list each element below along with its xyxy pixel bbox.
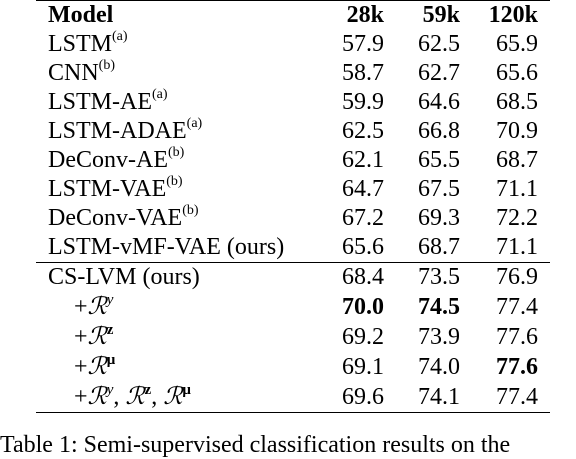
- value-28k: 70.0: [342, 293, 384, 320]
- value-59k: 68.7: [384, 233, 460, 263]
- value-120k: 70.9: [496, 118, 538, 144]
- header-28k: 28k: [302, 0, 384, 30]
- value-120k: 77.6: [496, 353, 538, 380]
- value-120k: 65.6: [496, 60, 538, 86]
- value-120k: 65.9: [496, 31, 538, 57]
- value-120k: 72.2: [496, 205, 538, 231]
- value-28k: 67.2: [342, 205, 384, 231]
- value-59k: 74.5: [418, 293, 460, 320]
- table-row: LSTM-VAE(b) 64.7 67.5 71.1: [36, 175, 550, 204]
- value-59k: 66.8: [418, 118, 460, 144]
- value-120k: 71.1: [460, 233, 550, 263]
- model-name: LSTM-ADAE(a): [48, 116, 203, 145]
- table-row: CNN(b) 58.7 62.7 65.6: [36, 59, 550, 88]
- model-name: +ℛy, ℛz, ℛμ: [36, 382, 302, 413]
- value-28k: 64.7: [342, 176, 384, 202]
- value-28k: 68.4: [342, 264, 384, 290]
- model-name: +ℛy: [74, 292, 114, 320]
- value-120k: 77.4: [496, 293, 538, 320]
- value-28k: 59.9: [342, 89, 384, 115]
- table-row: LSTM-AE(a) 59.9 64.6 68.5: [36, 88, 550, 117]
- model-name: +ℛz: [74, 322, 114, 350]
- table-row: DeConv-VAE(b) 67.2 69.3 72.2: [36, 204, 550, 233]
- table-row: LSTM-vMF-VAE (ours) 65.6 68.7 71.1: [36, 233, 550, 263]
- value-59k: 67.5: [418, 176, 460, 202]
- table-row: LSTM(a) 57.9 62.5 65.9: [36, 30, 550, 59]
- model-name: LSTM(a): [48, 29, 128, 58]
- table-row: DeConv-AE(b) 62.1 65.5 68.7: [36, 146, 550, 175]
- model-name: DeConv-AE(b): [48, 145, 185, 174]
- model-name: +ℛμ: [74, 352, 116, 380]
- value-59k: 65.5: [418, 147, 460, 173]
- value-59k: 73.5: [418, 264, 460, 290]
- value-120k: 68.5: [496, 89, 538, 115]
- value-59k: 62.7: [418, 60, 460, 86]
- value-120k: 76.9: [496, 264, 538, 290]
- value-28k: 62.1: [342, 147, 384, 173]
- value-28k: 58.7: [342, 60, 384, 86]
- value-28k: 62.5: [342, 118, 384, 144]
- table-row: +ℛy 70.0 74.5 77.4: [36, 292, 550, 322]
- model-name: LSTM-AE(a): [48, 87, 168, 116]
- value-28k: 69.2: [342, 323, 384, 350]
- table-row: LSTM-ADAE(a) 62.5 66.8 70.9: [36, 117, 550, 146]
- header-120k: 120k: [460, 0, 550, 30]
- value-59k: 64.6: [418, 89, 460, 115]
- header-model: Model: [36, 0, 302, 30]
- value-120k: 77.6: [496, 323, 538, 350]
- model-name: DeConv-VAE(b): [48, 203, 199, 232]
- header-59k: 59k: [384, 0, 460, 30]
- model-name: CS-LVM (ours): [48, 264, 200, 290]
- model-name: CNN(b): [48, 58, 115, 87]
- table-row: +ℛμ 69.1 74.0 77.6: [36, 352, 550, 382]
- results-table: Model 28k 59k 120k LSTM(a) 57.9 62.5 65.…: [36, 0, 550, 413]
- value-28k: 69.6: [302, 382, 384, 413]
- model-name: LSTM-VAE(b): [48, 174, 183, 203]
- table-row: +ℛz 69.2 73.9 77.6: [36, 322, 550, 352]
- value-120k: 77.4: [460, 382, 550, 413]
- value-59k: 74.1: [384, 382, 460, 413]
- value-59k: 62.5: [418, 31, 460, 57]
- value-28k: 57.9: [342, 31, 384, 57]
- table-header-row: Model 28k 59k 120k: [36, 0, 550, 30]
- table-row: CS-LVM (ours) 68.4 73.5 76.9: [36, 263, 550, 293]
- value-28k: 65.6: [302, 233, 384, 263]
- table-row: +ℛy, ℛz, ℛμ 69.6 74.1 77.4: [36, 382, 550, 413]
- value-120k: 71.1: [496, 176, 538, 202]
- value-28k: 69.1: [342, 353, 384, 380]
- model-name: LSTM-vMF-VAE (ours): [36, 233, 302, 263]
- value-120k: 68.7: [496, 147, 538, 173]
- value-59k: 74.0: [418, 353, 460, 380]
- value-59k: 69.3: [418, 205, 460, 231]
- value-59k: 73.9: [418, 323, 460, 350]
